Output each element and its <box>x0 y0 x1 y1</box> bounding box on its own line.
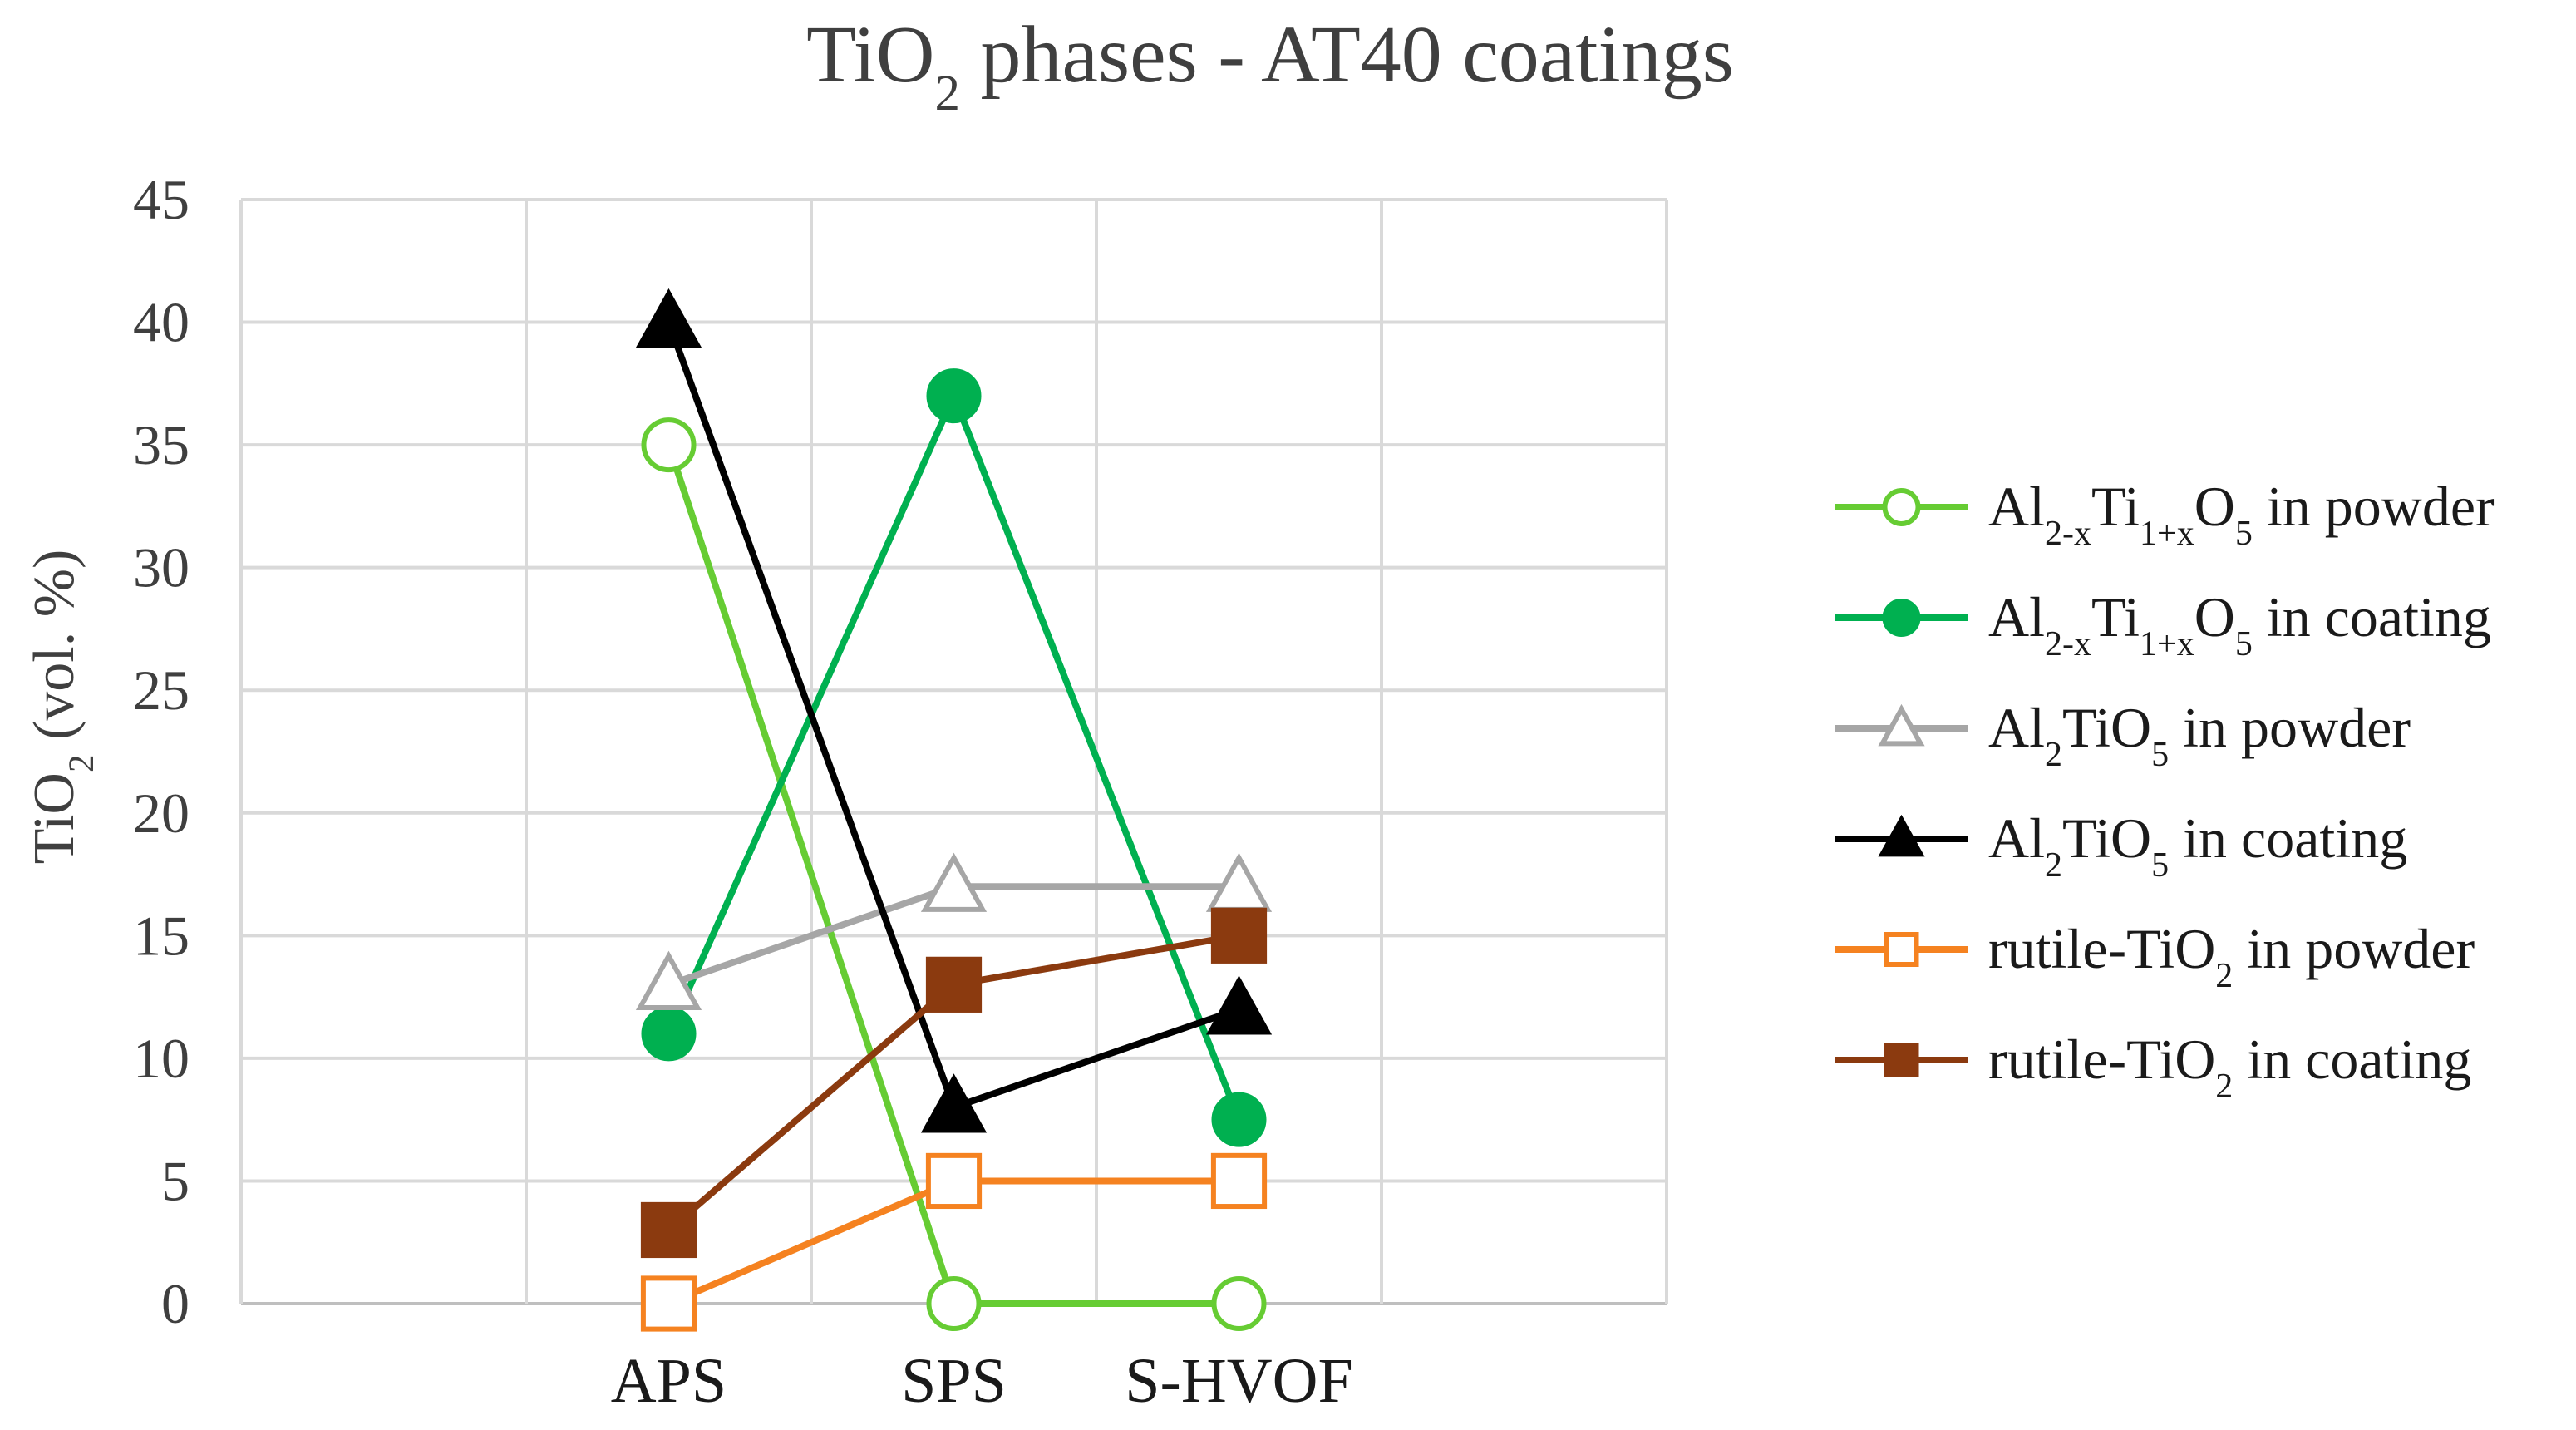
legend-label: Al2TiO5 in powder <box>1988 696 2411 774</box>
data-point <box>641 1006 697 1062</box>
y-tick-label: 10 <box>133 1027 190 1090</box>
legend-entry: Al2TiO5 in coating <box>1835 806 2407 885</box>
legend-label: rutile-TiO2 in powder <box>1988 917 2475 995</box>
series-2 <box>635 852 1273 1010</box>
data-point <box>926 1276 982 1331</box>
data-point <box>920 852 988 912</box>
x-category-label: SPS <box>901 1346 1007 1416</box>
data-point <box>926 368 982 424</box>
legend-marker <box>1878 703 1925 747</box>
y-tick-label: 15 <box>133 904 190 967</box>
y-tick-label: 45 <box>133 168 190 231</box>
legend: Al2-xTi1+xO5 in powder Al2-xTi1+xO5 in co… <box>1835 475 2495 1106</box>
legend-label: Al2-xTi1+xO5 in powder <box>1988 475 2495 553</box>
data-point <box>1210 907 1268 964</box>
y-tick-label: 0 <box>161 1272 190 1335</box>
data-point <box>1211 1276 1267 1331</box>
data-point <box>925 1152 983 1210</box>
data-point <box>1205 975 1273 1035</box>
legend-entry: Al2TiO5 in powder <box>1835 696 2411 774</box>
y-tick-label: 40 <box>133 291 190 354</box>
y-tick-label: 20 <box>133 782 190 845</box>
legend-entry: Al2-xTi1+xO5 in powder <box>1835 475 2495 553</box>
legend-label: Al2-xTi1+xO5 in coating <box>1988 585 2491 663</box>
series-5 <box>640 907 1268 1259</box>
data-point <box>1211 1092 1267 1147</box>
legend-entry: Al2-xTi1+xO5 in coating <box>1835 585 2491 663</box>
legend-label: Al2TiO5 in coating <box>1988 806 2407 885</box>
series-0 <box>641 417 1267 1331</box>
data-point <box>635 288 702 348</box>
x-category-label: APS <box>611 1346 727 1416</box>
series-3 <box>635 288 1273 1133</box>
data-point <box>920 1073 988 1133</box>
y-tick-label: 30 <box>133 536 190 599</box>
y-axis-ticks: 0 5 10 15 20 25 30 35 40 45 <box>133 168 190 1335</box>
data-point <box>640 1275 697 1332</box>
x-category-label: S-HVOF <box>1125 1346 1353 1416</box>
y-tick-label: 5 <box>161 1149 190 1212</box>
data-point <box>925 956 983 1013</box>
chart-title: TiO2 phases - AT40 coatings <box>806 10 1734 121</box>
legend-marker <box>1882 488 1921 526</box>
legend-marker <box>1884 932 1919 967</box>
data-point <box>635 950 702 1010</box>
series-1 <box>641 368 1267 1147</box>
legend-marker <box>1884 1043 1919 1077</box>
data-point <box>641 417 697 473</box>
data-point <box>1210 1152 1268 1210</box>
legend-entry: rutile-TiO2 in coating <box>1835 1028 2471 1106</box>
y-tick-label: 35 <box>133 413 190 476</box>
data-point <box>640 1201 697 1259</box>
gridlines <box>239 198 1668 1305</box>
legend-marker <box>1882 599 1921 637</box>
series-4 <box>640 1152 1268 1332</box>
x-axis-categories: APS SPS S-HVOF <box>611 1346 1353 1416</box>
legend-entry: rutile-TiO2 in powder <box>1835 917 2475 995</box>
plot-area <box>635 288 1273 1332</box>
y-tick-label: 25 <box>133 658 190 722</box>
legend-marker <box>1878 814 1925 857</box>
y-axis-label: TiO2 (vol. %) <box>22 550 101 865</box>
legend-label: rutile-TiO2 in coating <box>1988 1028 2471 1106</box>
